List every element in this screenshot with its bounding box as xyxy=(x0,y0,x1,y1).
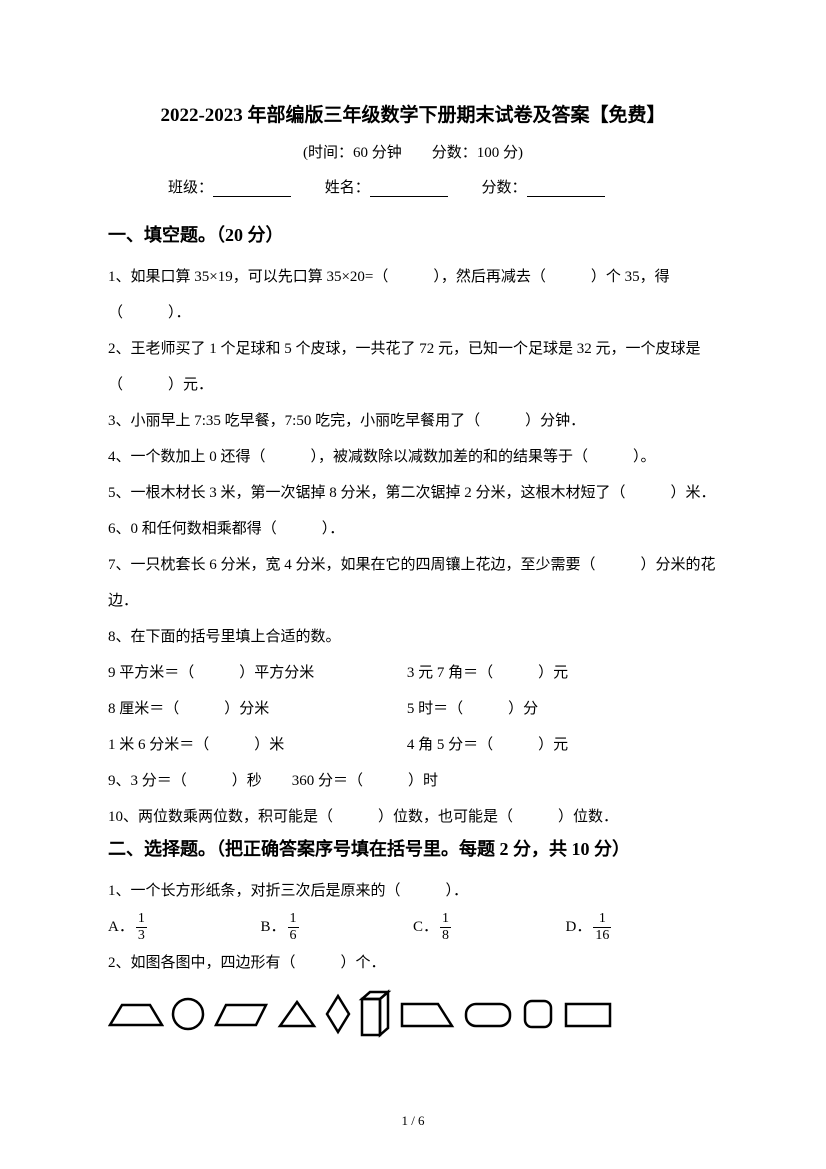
rounded-rect-icon xyxy=(462,998,514,1030)
q2-1-opt-d: D． 116 xyxy=(566,909,719,945)
diamond-icon xyxy=(324,993,352,1035)
q1-8-r1-right: 3 元 7 角＝（ ）元 xyxy=(407,655,706,691)
q1-8-r3-right: 4 角 5 分＝（ ）元 xyxy=(407,727,706,763)
q1-1: 1、如果口算 35×19，可以先口算 35×20=（ ），然后再减去（ ）个 3… xyxy=(108,259,718,331)
q1-10: 10、两位数乘两位数，积可能是（ ）位数，也可能是（ ）位数． xyxy=(108,799,718,835)
trapezoid-icon xyxy=(108,999,164,1029)
score-field[interactable] xyxy=(527,179,605,197)
q1-2: 2、王老师买了 1 个足球和 5 个皮球，一共花了 72 元，已知一个足球是 3… xyxy=(108,331,718,403)
q1-8-r2-right: 5 时＝（ ）分 xyxy=(407,691,706,727)
q1-8-r1-left: 9 平方米＝（ ）平方分米 xyxy=(108,655,407,691)
q2-1-opt-b: B． 16 xyxy=(261,909,414,945)
rectangle-icon xyxy=(562,998,614,1030)
triangle-icon xyxy=(276,998,318,1030)
q1-3: 3、小丽早上 7:35 吃早餐，7:50 吃完，小丽吃早餐用了（ ）分钟． xyxy=(108,403,718,439)
opt-d-label: D． xyxy=(566,909,592,945)
rounded-square-icon xyxy=(520,996,556,1032)
opt-a-label: A． xyxy=(108,909,134,945)
q1-6: 6、0 和任何数相乘都得（ ）． xyxy=(108,511,718,547)
name-field[interactable] xyxy=(370,179,448,197)
q1-8-intro: 8、在下面的括号里填上合适的数。 xyxy=(108,619,718,655)
right-trapezoid-icon xyxy=(398,998,456,1030)
q1-8-row1: 9 平方米＝（ ）平方分米3 元 7 角＝（ ）元 xyxy=(108,655,718,691)
q1-7: 7、一只枕套长 6 分米，宽 4 分米，如果在它的四周镶上花边，至少需要（ ）分… xyxy=(108,547,718,619)
circle-icon xyxy=(170,996,206,1032)
opt-c-label: C． xyxy=(413,909,438,945)
fraction-a: 13 xyxy=(136,912,147,943)
shapes-row xyxy=(108,989,718,1039)
exam-subtitle: (时间：60 分钟 分数：100 分) xyxy=(108,141,718,162)
q1-5: 5、一根木材长 3 米，第一次锯掉 8 分米，第二次锯掉 2 分米，这根木材短了… xyxy=(108,475,718,511)
parallelogram-icon xyxy=(212,999,270,1029)
fraction-b: 16 xyxy=(288,912,299,943)
exam-title: 2022-2023 年部编版三年级数学下册期末试卷及答案【免费】 xyxy=(108,100,718,127)
q1-8-r2-left: 8 厘米＝（ ）分米 xyxy=(108,691,407,727)
q1-9: 9、3 分＝（ ）秒 360 分＝（ ）时 xyxy=(108,763,718,799)
name-label: 姓名： xyxy=(325,180,370,196)
q2-1-options: A． 13 B． 16 C． 18 D． 116 xyxy=(108,909,718,945)
q2-1: 1、一个长方形纸条，对折三次后是原来的（ ）． xyxy=(108,873,718,909)
page-number: 1 / 6 xyxy=(0,1113,826,1129)
section2-header: 二、选择题。（把正确答案序号填在括号里。每题 2 分，共 10 分） xyxy=(108,835,718,861)
q1-8-row3: 1 米 6 分米＝（ ）米4 角 5 分＝（ ）元 xyxy=(108,727,718,763)
q1-8-r3-left: 1 米 6 分米＝（ ）米 xyxy=(108,727,407,763)
q1-4: 4、一个数加上 0 还得（ ），被减数除以减数加差的和的结果等于（ ）。 xyxy=(108,439,718,475)
q1-8-row2: 8 厘米＝（ ）分米5 时＝（ ）分 xyxy=(108,691,718,727)
section1-header: 一、填空题。（20 分） xyxy=(108,221,718,247)
class-label: 班级： xyxy=(168,180,213,196)
class-field[interactable] xyxy=(213,179,291,197)
student-info-line: 班级： 姓名： 分数： xyxy=(108,176,718,197)
fraction-d: 116 xyxy=(593,912,611,943)
opt-b-label: B． xyxy=(261,909,286,945)
q2-1-opt-a: A． 13 xyxy=(108,909,261,945)
fraction-c: 18 xyxy=(440,912,451,943)
score-label: 分数： xyxy=(482,180,527,196)
q2-2: 2、如图各图中，四边形有（ ）个． xyxy=(108,945,718,981)
q2-1-opt-c: C． 18 xyxy=(413,909,566,945)
cuboid-icon xyxy=(358,989,392,1039)
